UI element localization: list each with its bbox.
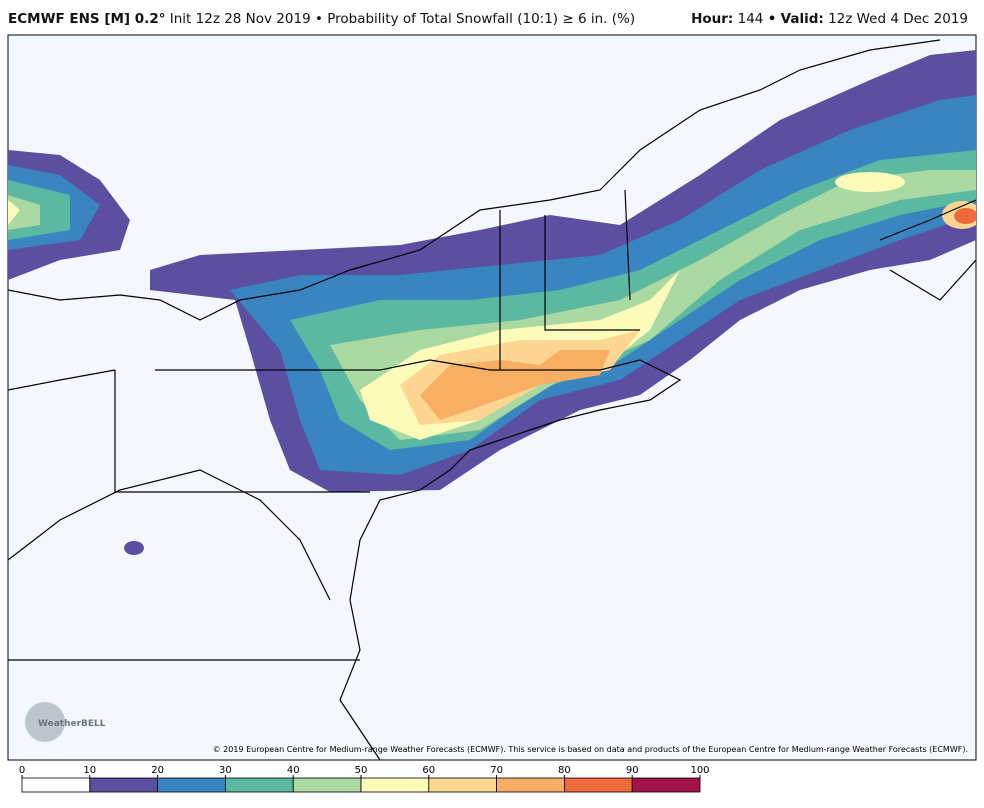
logo-icon: [25, 702, 65, 742]
valid: 12z Wed 4 Dec 2019: [828, 11, 968, 27]
copyright: © 2019 European Centre for Medium-range …: [213, 745, 968, 754]
colorbar-tick-label: 10: [83, 765, 96, 776]
colorbar-tick-label: 100: [690, 765, 709, 776]
logo: WeatherBELL: [38, 719, 106, 729]
colorbar-segment: [360, 777, 430, 793]
contour: [124, 541, 144, 555]
colorbar-segment: [631, 777, 701, 793]
title: ECMWF ENS [M] 0.2° Init 12z 28 Nov 2019 …: [8, 11, 635, 27]
valid-label: Valid:: [780, 11, 824, 27]
colorbar-tick-label: 70: [490, 765, 503, 776]
colorbar-tick-label: 20: [151, 765, 164, 776]
border: [8, 39, 941, 321]
contour: [8, 200, 20, 225]
colorbar-segment: [564, 777, 633, 793]
separator: •: [767, 11, 777, 27]
colorbar-tick-label: 50: [355, 765, 368, 776]
colorbar-segment: [157, 777, 226, 793]
model: ECMWF ENS [M] 0.2°: [8, 11, 166, 27]
colorbar-segment: [428, 777, 497, 793]
description: Init 12z 28 Nov 2019 • Probability of To…: [169, 11, 636, 27]
colorbar-segment: [292, 777, 362, 793]
hour: 144: [737, 11, 764, 27]
contour: [8, 195, 40, 230]
colorbar-segment: [89, 777, 159, 793]
colorbar-tick-label: 0: [19, 765, 25, 776]
border: [8, 199, 976, 601]
colorbar-tick-label: 40: [287, 765, 300, 776]
border: [155, 359, 682, 760]
contour: [835, 172, 905, 192]
header: ECMWF ENS [M] 0.2° Init 12z 28 Nov 2019 …: [8, 11, 968, 31]
colorbar-tick-label: 90: [626, 765, 639, 776]
valid-info: Hour: 144 • Valid: 12z Wed 4 Dec 2019: [691, 11, 968, 27]
snow-probability: [8, 39, 976, 760]
colorbar-tick-label: 80: [558, 765, 571, 776]
colorbar-segment: [224, 777, 294, 793]
colorbar-segment: [496, 777, 565, 793]
contour: [954, 208, 976, 224]
hour-label: Hour:: [691, 11, 734, 27]
colorbar-tick-label: 30: [219, 765, 232, 776]
contour: [420, 350, 610, 420]
colorbar-tick-label: 60: [422, 765, 435, 776]
colorbar-segment: [21, 777, 91, 793]
